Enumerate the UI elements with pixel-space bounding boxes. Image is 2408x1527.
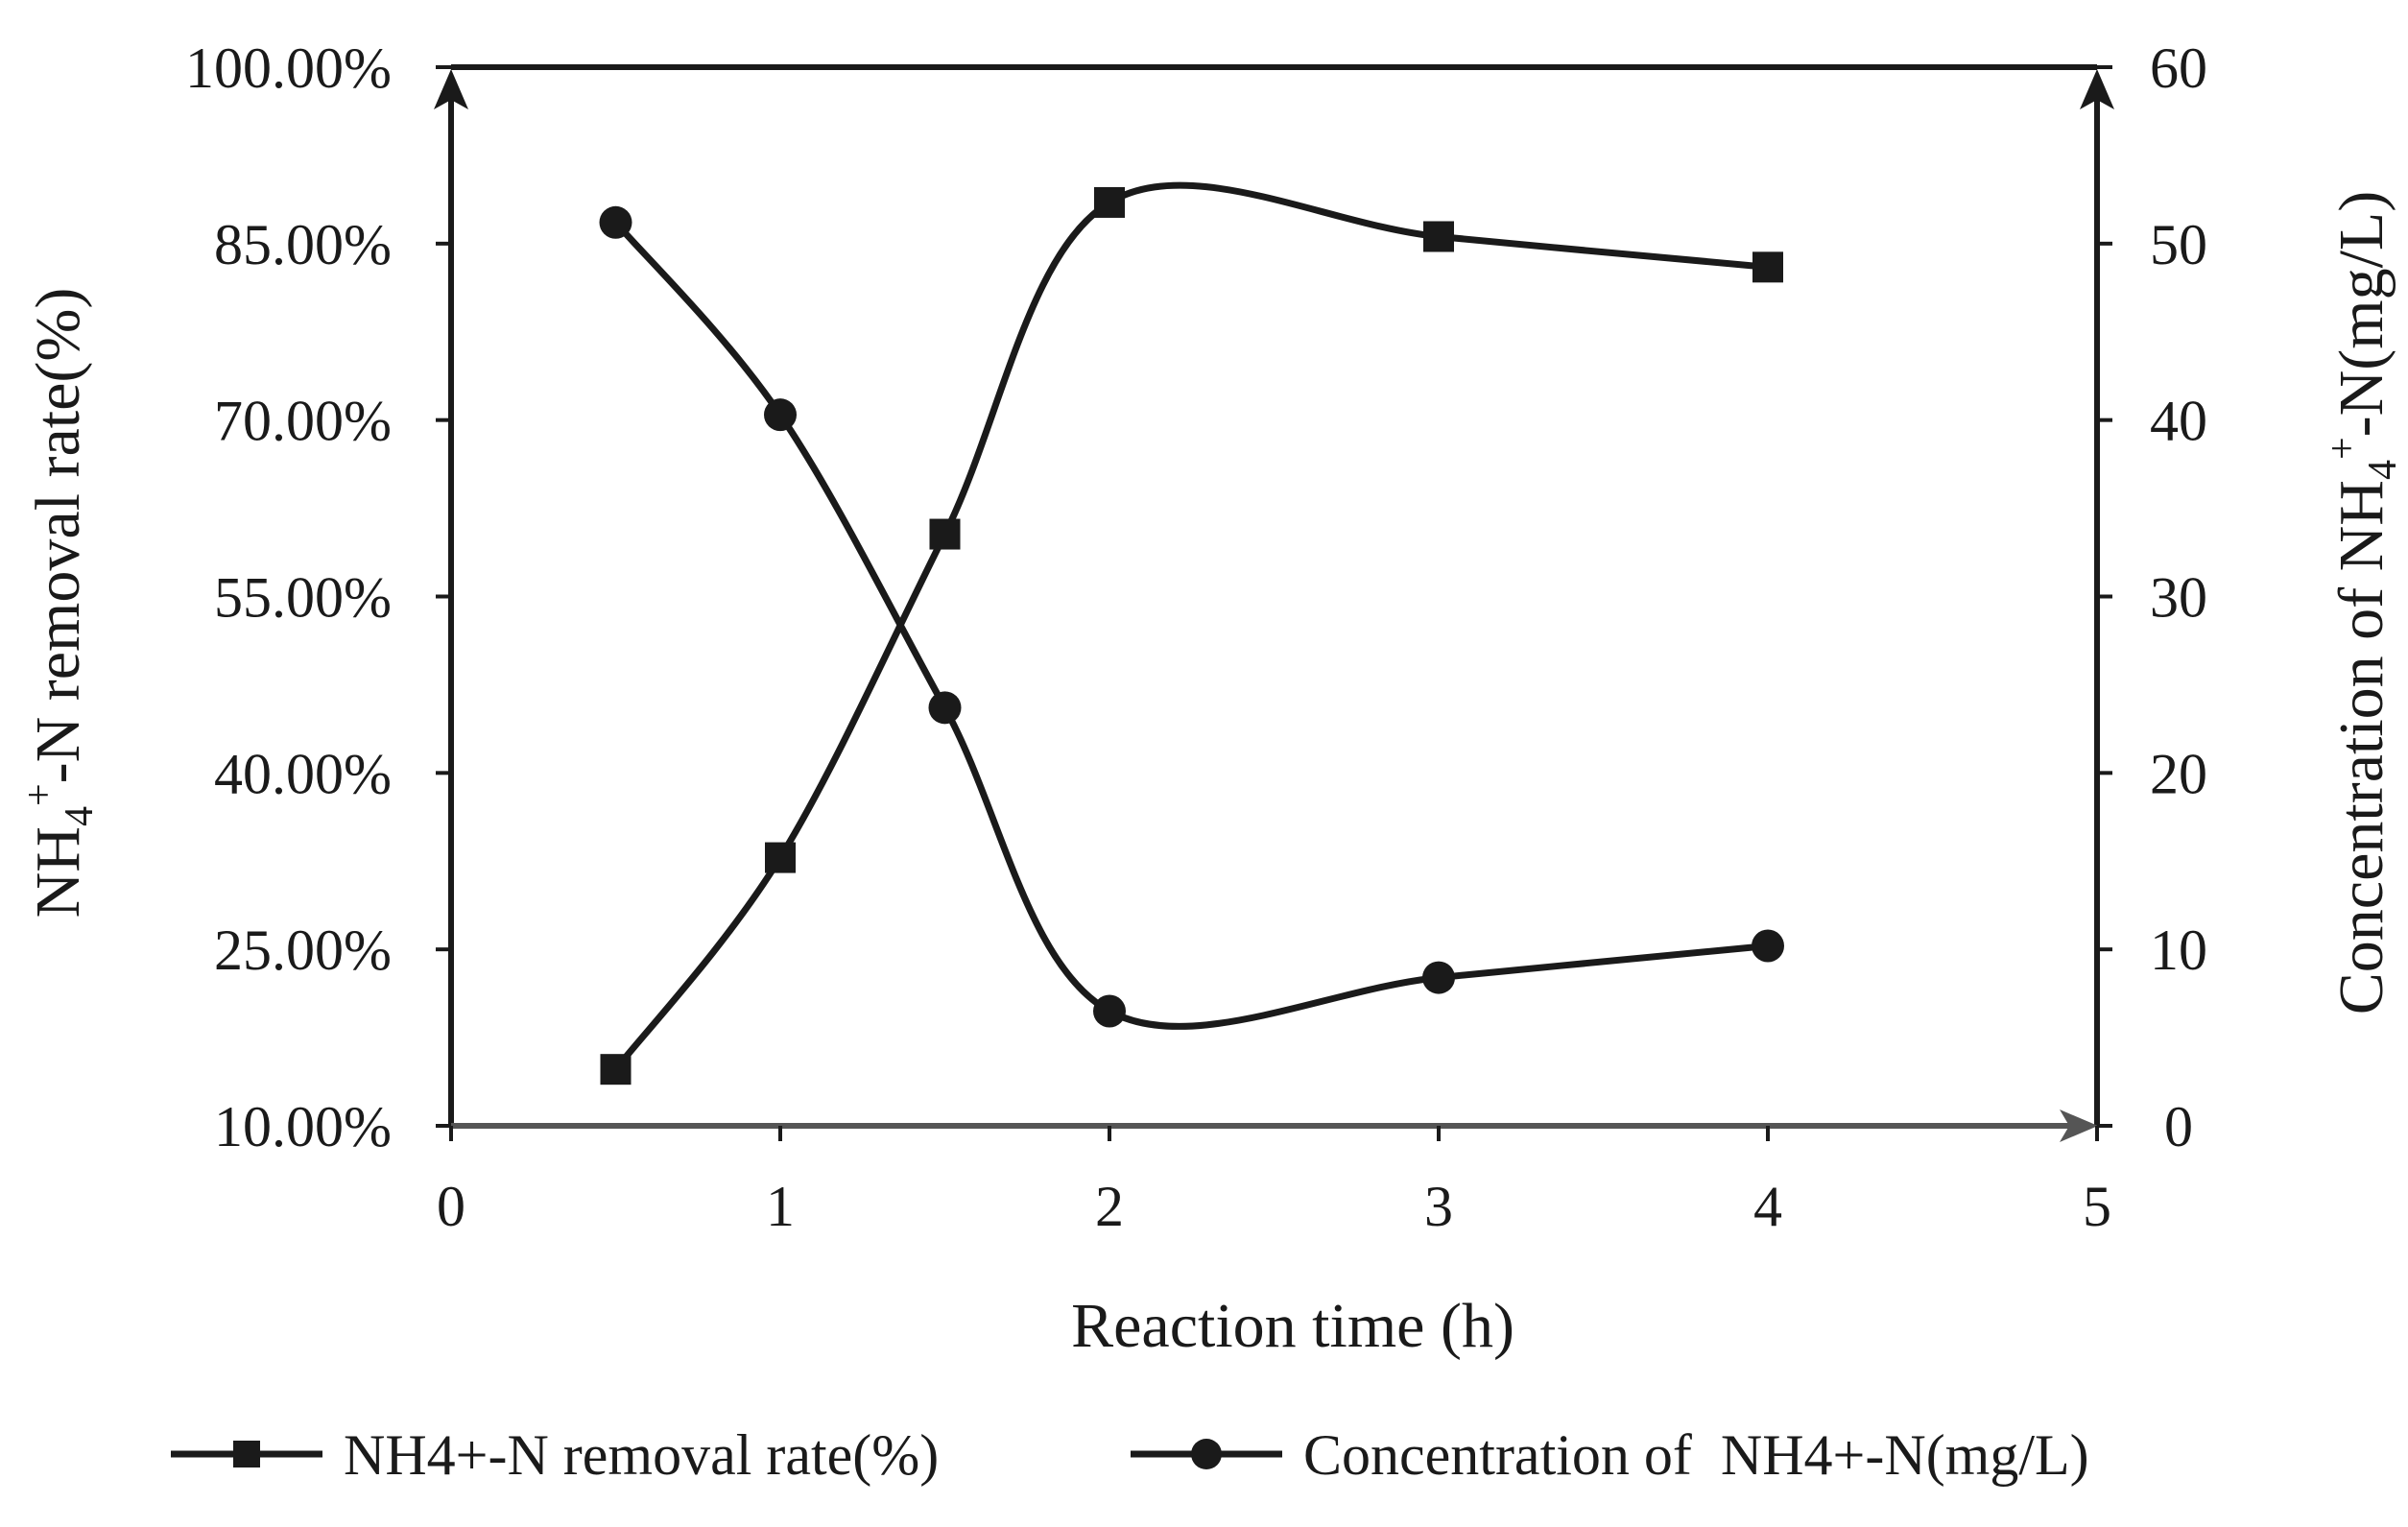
legend-item-concentration[interactable]: Concentration of NH4+-N(mg/L) — [1131, 1423, 2089, 1487]
series-line — [612, 220, 1769, 1030]
data-point-square — [600, 1054, 632, 1086]
left-y-tick-label: 10.00% — [214, 1095, 392, 1158]
right-y-tick-label: 50 — [2150, 213, 2207, 276]
x-tick-label: 0 — [437, 1175, 465, 1238]
right-y-tick-label: 40 — [2150, 390, 2207, 453]
series-line — [612, 181, 1769, 1072]
data-point-circle — [1093, 994, 1126, 1028]
right-y-axis-arrow — [2080, 69, 2114, 109]
data-point-square — [1094, 186, 1125, 218]
right-y-axis-title-rest: -N(mg/L) — [2326, 191, 2396, 438]
left-y-tick-label: 25.00% — [214, 919, 392, 982]
x-tick-label: 1 — [766, 1175, 795, 1238]
legend-label-removal-rate: NH4+-N removal rate(%) — [344, 1423, 939, 1487]
data-point-circle — [599, 205, 632, 239]
x-axis-ticks: 0 1 2 3 4 5 — [437, 1126, 2111, 1238]
plot-frame — [434, 64, 2114, 1142]
right-y-axis-title-sup: + — [2321, 437, 2365, 460]
data-point-circle — [1752, 929, 1784, 963]
series-removal-rate — [600, 181, 1783, 1086]
right-y-axis-title-sub: 4 — [2361, 460, 2405, 480]
right-y-axis-ticks: 0 10 20 30 40 50 60 — [2097, 36, 2207, 1158]
data-point-circle — [1422, 961, 1455, 994]
left-y-tick-label: 40.00% — [214, 742, 392, 805]
data-point-square — [1752, 251, 1783, 283]
legend-circle-marker — [1191, 1439, 1222, 1469]
legend: NH4+-N removal rate(%) Concentration of … — [171, 1423, 2089, 1487]
x-axis-title: Reaction time (h) — [1071, 1291, 1514, 1361]
data-point-circle — [764, 398, 797, 432]
left-y-tick-label: 70.00% — [214, 390, 392, 453]
legend-item-removal-rate[interactable]: NH4+-N removal rate(%) — [171, 1423, 939, 1487]
right-y-axis-title-base: Concentration of NH — [2326, 480, 2396, 1014]
right-y-tick-label: 20 — [2150, 742, 2207, 805]
x-tick-label: 5 — [2083, 1175, 2111, 1238]
x-axis-arrow — [2060, 1109, 2098, 1142]
legend-label-concentration: Concentration of NH4+-N(mg/L) — [1303, 1423, 2089, 1487]
right-y-axis-title: Concentration of NH4+-N(mg/L) — [2321, 191, 2405, 1014]
right-y-tick-label: 60 — [2150, 36, 2207, 100]
left-y-axis-title-sub: 4 — [58, 806, 102, 826]
left-y-tick-label: 55.00% — [214, 566, 392, 630]
left-y-axis-arrow — [434, 69, 468, 109]
left-y-axis-ticks: 10.00% 25.00% 40.00% 55.00% 70.00% 85.00% 100.… — [185, 36, 451, 1158]
data-point-square — [765, 842, 796, 873]
data-point-square — [1423, 221, 1454, 252]
left-y-tick-label: 100.00% — [185, 36, 392, 100]
x-tick-label: 3 — [1424, 1175, 1453, 1238]
x-tick-label: 4 — [1753, 1175, 1782, 1238]
left-y-axis-title: NH4+-N removal rate(%) — [17, 288, 102, 919]
left-y-axis-title-sup: + — [17, 783, 61, 806]
legend-square-marker — [233, 1441, 260, 1467]
left-y-tick-label: 85.00% — [214, 213, 392, 276]
left-y-axis-title-rest: -N removal rate(%) — [23, 288, 93, 784]
right-y-tick-label: 30 — [2150, 566, 2207, 630]
x-tick-label: 2 — [1095, 1175, 1124, 1238]
data-point-square — [929, 518, 961, 550]
right-y-tick-label: 10 — [2150, 919, 2207, 982]
series-concentration — [599, 205, 1784, 1030]
right-y-tick-label: 0 — [2164, 1095, 2193, 1158]
series-layer — [599, 181, 1784, 1086]
left-y-axis-title-base: NH — [23, 826, 93, 918]
data-point-circle — [928, 691, 962, 725]
